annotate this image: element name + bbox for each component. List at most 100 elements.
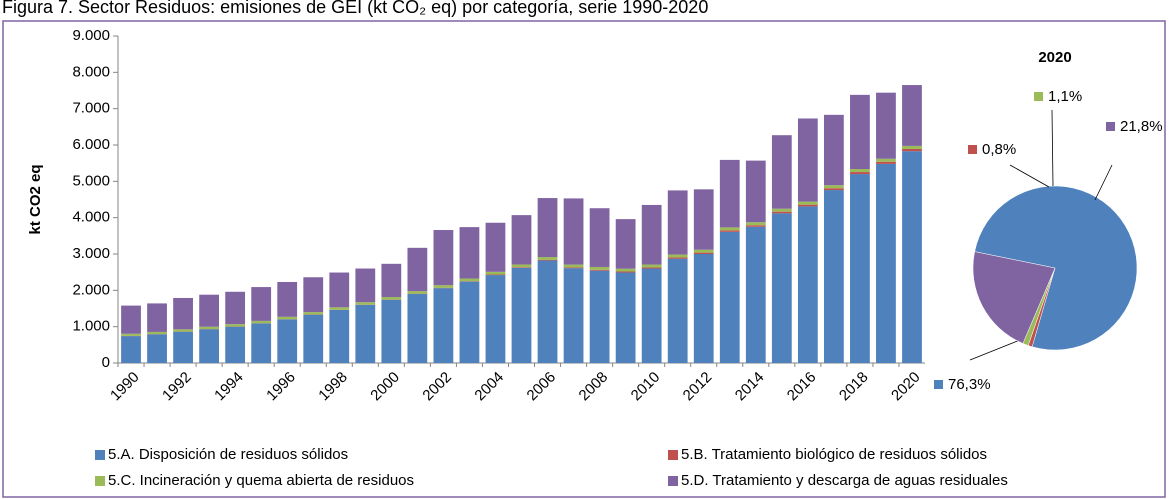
x-tick-label: 1994 xyxy=(211,369,247,405)
bar-segment xyxy=(615,268,636,272)
bar-segment xyxy=(797,118,818,202)
bar-segment xyxy=(745,225,766,227)
x-tick-label: 1992 xyxy=(159,369,195,405)
bar-segment xyxy=(355,268,376,303)
pie-value-label: 1,1% xyxy=(1048,88,1082,105)
bar-segment xyxy=(589,208,610,267)
x-tick-label: 2012 xyxy=(680,369,716,405)
y-tick-label: 6.000 xyxy=(72,136,110,153)
bar-segment xyxy=(277,281,298,317)
bar-segment xyxy=(147,303,167,332)
bar-segment xyxy=(667,258,688,363)
y-tick-label: 3.000 xyxy=(72,245,110,262)
y-tick-label: 4.000 xyxy=(72,209,110,226)
bar-segment xyxy=(850,174,870,363)
frame xyxy=(2,20,1166,498)
bar-segment xyxy=(850,172,870,175)
figure-title: Figura 7. Sector Residuos: emisiones de … xyxy=(2,0,708,17)
y-tick-label: 0 xyxy=(102,354,110,371)
bar-segment xyxy=(173,329,193,332)
bar-segment xyxy=(537,260,558,363)
bar-segment xyxy=(719,231,740,363)
y-tick-label: 7.000 xyxy=(72,100,110,117)
bar-segment xyxy=(459,281,480,363)
y-axis-label: kt CO2 eq xyxy=(27,164,44,234)
x-tick-label: 2002 xyxy=(419,369,455,405)
x-tick-label: 2004 xyxy=(471,369,507,405)
bar-segment xyxy=(511,215,532,265)
bar-segment xyxy=(277,316,298,320)
bar-segment xyxy=(745,160,766,223)
x-tick-label: 2018 xyxy=(836,369,872,405)
bar-segment xyxy=(771,213,792,363)
bar-segment xyxy=(850,169,870,173)
bar-segment xyxy=(641,204,662,265)
bar-segment xyxy=(693,249,714,253)
bar-segment xyxy=(902,145,922,149)
bar-segment xyxy=(511,267,532,363)
bar-segment xyxy=(589,270,610,363)
bar-segment xyxy=(225,326,246,363)
y-tick-label: 2.000 xyxy=(72,281,110,298)
bar-segment xyxy=(329,272,350,308)
bar-segment xyxy=(876,158,896,162)
pie-title: 2020 xyxy=(1038,49,1071,66)
pie-label-swatch xyxy=(934,380,943,389)
bar-segment xyxy=(433,285,454,288)
leader-line xyxy=(1009,164,1050,188)
bar-segment xyxy=(147,334,167,363)
pie-label-swatch xyxy=(1106,122,1115,131)
bar-segment xyxy=(719,159,740,228)
legend-swatch xyxy=(95,476,105,486)
x-tick-label: 1998 xyxy=(315,369,351,405)
leader-line xyxy=(969,339,1021,361)
bar-segment xyxy=(745,222,766,226)
bar-segment xyxy=(641,264,662,268)
bar-segment xyxy=(745,226,766,363)
bar-segment xyxy=(667,257,688,259)
bar-segment xyxy=(902,148,922,152)
bar-segment xyxy=(850,94,870,170)
legend-label: 5.D. Tratamiento y descarga de aguas res… xyxy=(681,472,1008,489)
bar-segment xyxy=(251,320,272,324)
x-tick-label: 2000 xyxy=(367,369,403,405)
bar-segment xyxy=(615,219,636,269)
bar-segment xyxy=(537,257,558,260)
bar-segment xyxy=(433,288,454,363)
x-tick-label: 2006 xyxy=(524,369,560,405)
bar-segment xyxy=(563,264,584,268)
leader-line xyxy=(1094,164,1113,201)
bar-segment xyxy=(277,319,298,363)
pie-label-swatch xyxy=(1034,92,1043,101)
pie-slice xyxy=(974,185,1138,351)
bar-segment xyxy=(407,293,428,363)
bar-segment xyxy=(823,190,844,363)
bar-segment xyxy=(771,135,792,209)
bar-segment xyxy=(199,326,220,330)
bar-segment xyxy=(876,161,896,164)
bar-segment xyxy=(225,291,246,325)
pie-value-label: 0,8% xyxy=(982,141,1016,158)
bar-segment xyxy=(719,230,740,232)
bar-segment xyxy=(173,297,193,330)
bar-segment xyxy=(589,269,610,271)
legend-label: 5.A. Disposición de residuos sólidos xyxy=(108,446,348,463)
bar-segment xyxy=(485,274,506,276)
bar-segment xyxy=(407,291,428,294)
bar-segment xyxy=(485,222,506,272)
bar-segment xyxy=(693,189,714,250)
bar-segment xyxy=(902,85,922,146)
bar-segment xyxy=(173,331,193,363)
bar-segment xyxy=(121,333,141,336)
bar-segment xyxy=(563,267,584,269)
bar-segment xyxy=(537,259,558,261)
bar-segment xyxy=(355,302,376,305)
x-tick-label: 1996 xyxy=(263,369,299,405)
bar-segment xyxy=(511,267,532,268)
pie-slice xyxy=(972,251,1056,344)
bar-segment xyxy=(615,272,636,363)
bar-segment xyxy=(511,264,532,268)
bar-segment xyxy=(199,294,220,327)
